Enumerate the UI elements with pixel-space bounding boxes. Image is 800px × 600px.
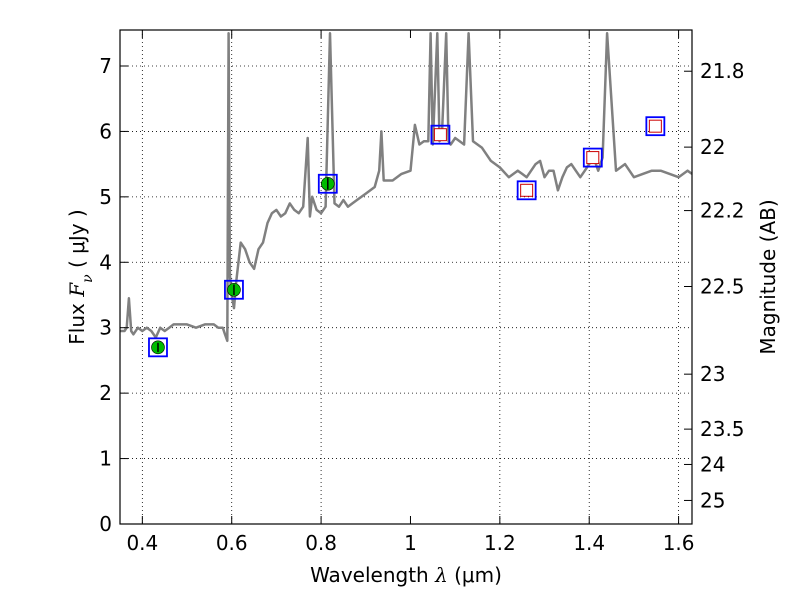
y-tick-label: 2 [99,381,112,405]
right-tick-label: 23 [700,362,725,386]
y-tick-label: 1 [99,447,112,471]
y-tick-label: 3 [99,316,112,340]
model-photometry-box [224,279,244,300]
upper-limit-point [520,183,534,197]
y-tick-label: 4 [99,250,112,274]
right-tick-label: 22.5 [700,274,745,298]
x-tick-label: 1 [404,531,417,555]
spectrum-line [120,32,692,343]
y-axis-label: Flux Fν ( μJy ) [65,209,96,344]
x-tick-label: 1.6 [663,531,695,555]
right-tick-label: 23.5 [700,417,745,441]
right-tick-label: 21.8 [700,59,745,83]
model-photometry-box [148,337,168,358]
grid-lines [120,30,692,524]
model-photometry-box [582,147,603,168]
x-tick-label: 0.8 [305,531,337,555]
y-tick-label: 5 [99,185,112,209]
plot-area [120,32,692,358]
model-photometry-box [317,173,338,194]
right-tick-label: 24 [700,452,725,476]
right-tick-label: 22.2 [700,199,745,223]
series-layer [120,32,692,358]
x-tick-label: 1.2 [484,531,516,555]
plot-frame [119,29,693,525]
right-tick-label: 22 [700,135,725,159]
upper-limit-point [433,128,447,142]
x-tick-label: 1.4 [573,531,605,555]
y-tick-label: 7 [99,54,112,78]
right-axis-label: Magnitude (AB) [756,199,780,354]
x-axis-label: Wavelength λ (μm) [310,563,502,587]
y-tick-label: 0 [99,512,112,536]
y-tick-label: 6 [99,119,112,143]
upper-limit-point [648,119,662,133]
upper-limit-point [586,151,600,165]
model-photometry-box [516,180,537,201]
model-photometry-box [645,116,666,137]
x-tick-label: 0.4 [126,531,158,555]
right-tick-label: 25 [700,488,725,512]
x-tick-label: 0.6 [216,531,248,555]
model-photometry-box [430,124,451,145]
